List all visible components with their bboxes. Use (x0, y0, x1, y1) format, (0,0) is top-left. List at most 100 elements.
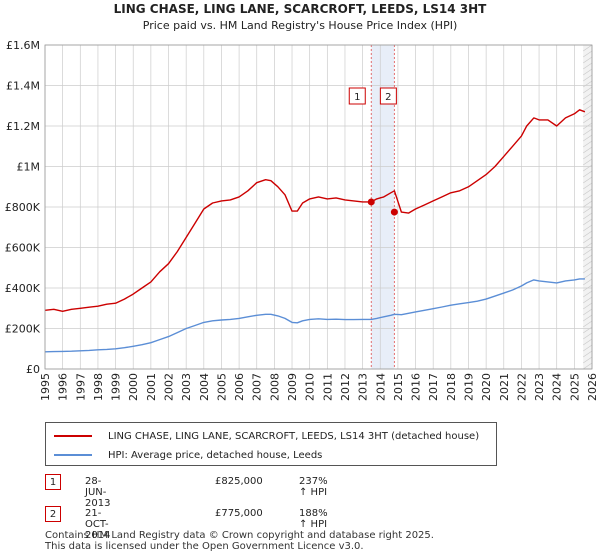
projection-hatch (583, 152, 593, 160)
projection-hatch (583, 134, 593, 142)
projection-hatch (583, 116, 593, 124)
x-tick-label: 2010 (304, 373, 317, 401)
projection-hatch (583, 182, 593, 190)
x-tick-label: 2022 (515, 373, 528, 401)
projection-hatch (583, 158, 593, 166)
legend: LING CHASE, LING LANE, SCARCROFT, LEEDS,… (45, 422, 497, 466)
projection-hatch (583, 308, 593, 316)
property-price-line (44, 109, 586, 312)
x-tick-label: 2018 (445, 373, 458, 401)
projection-hatch (583, 140, 593, 148)
transaction-point (367, 198, 375, 206)
x-tick-label: 2023 (533, 373, 546, 401)
projection-hatch (583, 68, 593, 76)
y-tick-label: £1.6M (6, 39, 40, 52)
x-tick-label: 2020 (480, 373, 493, 401)
transaction-date: 21-OCT-2014 (85, 508, 111, 541)
plot-border (44, 44, 593, 370)
legend-label-property: LING CHASE, LING LANE, SCARCROFT, LEEDS,… (108, 430, 480, 442)
projection-hatch (583, 62, 593, 70)
projection-hatch (583, 44, 593, 52)
projection-hatch (583, 170, 593, 178)
transaction-label-box (348, 87, 366, 105)
projection-hatch (583, 296, 593, 304)
transaction-hpi-change: 237% ↑ HPI (299, 476, 328, 498)
x-tick-label: 1996 (57, 373, 70, 401)
legend-item-property: LING CHASE, LING LANE, SCARCROFT, LEEDS,… (54, 426, 479, 446)
projection-hatch (583, 356, 593, 364)
x-tick-label: 2021 (498, 373, 511, 401)
y-tick-label: £1.4M (6, 80, 40, 93)
projection-hatch (583, 176, 593, 184)
projection-hatch (583, 224, 593, 232)
footer-copyright: Contains HM Land Registry data © Crown c… (45, 530, 434, 541)
projection-hatch (583, 92, 593, 100)
projection-hatch (583, 194, 593, 202)
projection-hatch (583, 98, 593, 106)
x-tick-label: 2002 (163, 373, 176, 401)
projection-hatch (583, 332, 593, 340)
x-tick-label: 1995 (39, 373, 52, 401)
legend-swatch-property (54, 435, 92, 437)
chart-title: LING CHASE, LING LANE, SCARCROFT, LEEDS,… (114, 2, 488, 16)
transaction-label: 1 (354, 92, 360, 103)
projection-hatch (583, 362, 593, 370)
legend-swatch-hpi (54, 454, 92, 456)
x-tick-label: 2011 (321, 373, 334, 401)
x-tick-label: 1997 (74, 373, 87, 401)
projection-hatch (583, 248, 593, 256)
x-tick-label: 2012 (339, 373, 352, 401)
x-tick-label: 2008 (268, 373, 281, 401)
transaction-badge: 2 (45, 506, 61, 522)
projection-hatch (583, 326, 593, 334)
x-tick-label: 2009 (286, 373, 299, 401)
projection-hatch (583, 338, 593, 346)
y-tick-label: £400K (5, 282, 41, 295)
projection-hatch (583, 218, 593, 226)
projection-hatch (583, 230, 593, 238)
projection-hatch (583, 164, 593, 172)
transaction-price: £825,000 (215, 476, 263, 487)
projection-hatch (583, 272, 593, 280)
x-tick-label: 2015 (392, 373, 405, 401)
footer-licence: This data is licensed under the Open Gov… (45, 541, 364, 552)
projection-hatch (583, 344, 593, 352)
projection-hatch (583, 290, 593, 298)
projection-hatch (583, 206, 593, 214)
x-tick-label: 2017 (427, 373, 440, 401)
projection-hatch (583, 350, 593, 358)
projection-hatch (583, 242, 593, 250)
projection-hatch (583, 128, 593, 136)
projection-hatch (583, 86, 593, 94)
projection-hatch (583, 260, 593, 268)
x-tick-label: 2003 (180, 373, 193, 401)
projection-hatch (583, 320, 593, 328)
transaction-label-box (379, 87, 397, 105)
y-tick-label: £800K (5, 201, 41, 214)
projection-hatch (583, 56, 593, 64)
x-tick-label: 2019 (462, 373, 475, 401)
transaction-date: 28-JUN-2013 (85, 476, 111, 509)
x-tick-label: 2025 (568, 373, 581, 401)
x-tick-label: 2007 (251, 373, 264, 401)
price-chart: LING CHASE, LING LANE, SCARCROFT, LEEDS,… (5, 2, 599, 401)
y-tick-label: £1M (17, 161, 41, 174)
x-tick-label: 1999 (110, 373, 123, 401)
x-tick-label: 2014 (374, 373, 387, 401)
projection-hatch (583, 146, 593, 154)
projection-hatch (583, 236, 593, 244)
projection-hatch (583, 188, 593, 196)
projection-hatch (583, 278, 593, 286)
transaction-badge: 1 (45, 474, 61, 490)
x-tick-label: 2001 (145, 373, 158, 401)
x-tick-label: 2024 (551, 373, 564, 401)
x-tick-label: 2006 (233, 373, 246, 401)
transaction-label: 2 (385, 92, 391, 103)
y-tick-label: £0 (26, 363, 40, 376)
projection-hatch (583, 50, 593, 58)
projection-hatch (583, 254, 593, 262)
transaction-price: £775,000 (215, 508, 263, 519)
transaction-point (390, 208, 398, 216)
projection-hatch (583, 200, 593, 208)
projection-hatch (583, 302, 593, 310)
